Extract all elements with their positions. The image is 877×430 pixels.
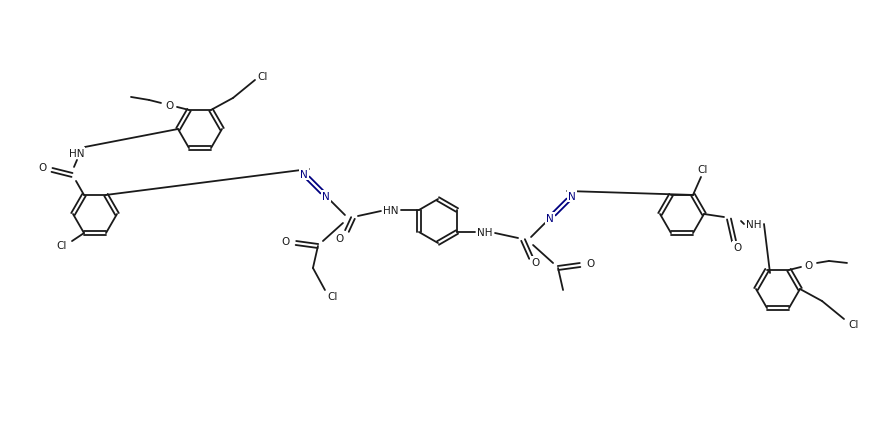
Text: O: O [531,258,539,267]
Text: O: O [282,237,290,246]
Text: HN: HN [69,149,85,159]
Text: Cl: Cl [698,165,709,175]
Text: N: N [568,191,576,202]
Text: Cl: Cl [328,291,339,301]
Text: O: O [805,260,813,270]
Text: O: O [165,101,173,111]
Text: O: O [38,163,46,172]
Text: O: O [336,233,344,243]
Text: N: N [322,191,330,202]
Text: NH: NH [477,227,493,237]
Text: HN: HN [383,206,399,215]
Text: Cl: Cl [849,319,859,329]
Text: N: N [300,169,308,180]
Text: NH: NH [746,219,762,230]
Text: N: N [546,214,554,224]
Text: Cl: Cl [57,240,68,250]
Text: O: O [733,243,741,252]
Text: Cl: Cl [258,72,268,82]
Text: O: O [586,258,595,268]
